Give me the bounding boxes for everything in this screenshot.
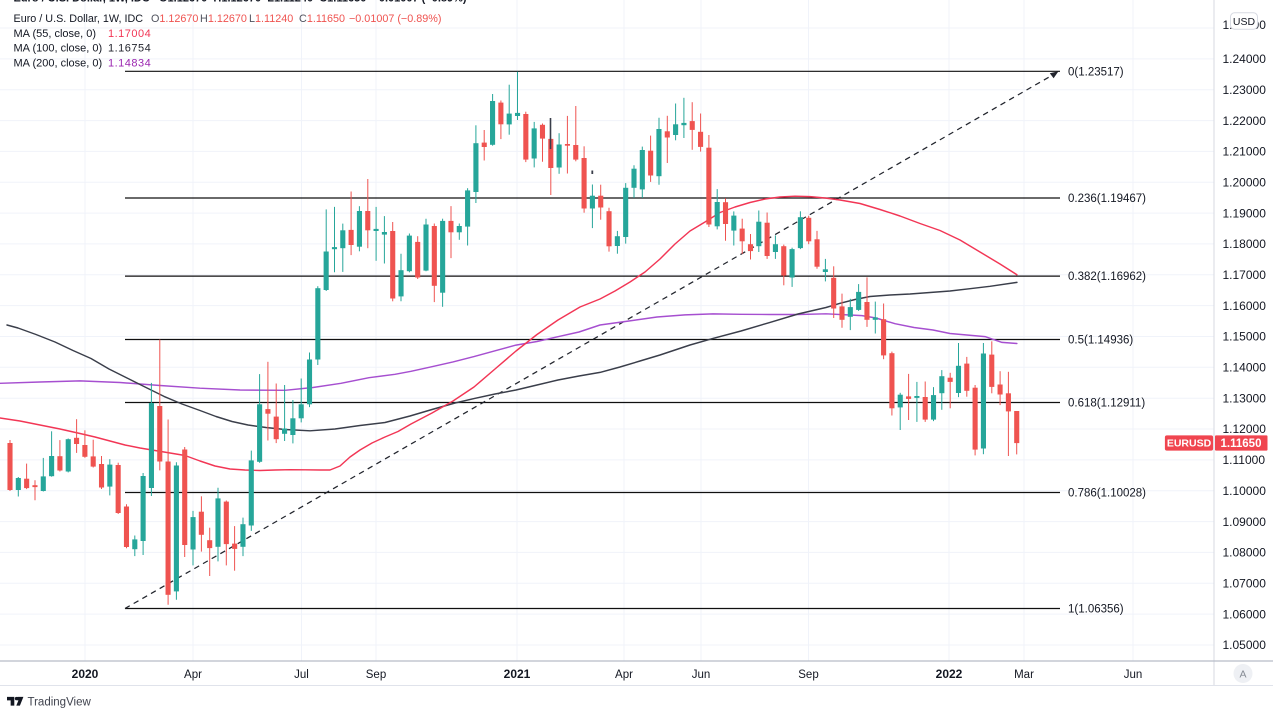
svg-text:MA (200, close, 0)1.14834: MA (200, close, 0) 1.14834: [14, 58, 152, 70]
svg-text:1.13000: 1.13000: [1223, 391, 1267, 405]
svg-text:2022: 2022: [936, 667, 963, 681]
svg-text:1.11650: 1.11650: [1221, 438, 1262, 450]
svg-text:1.22000: 1.22000: [1223, 114, 1267, 128]
svg-text:TradingView: TradingView: [28, 697, 92, 709]
svg-text:1.20000: 1.20000: [1223, 176, 1267, 190]
svg-text:0.618(1.12911): 0.618(1.12911): [1068, 398, 1145, 410]
svg-text:1.07000: 1.07000: [1223, 577, 1267, 591]
svg-text:Jul: Jul: [294, 669, 309, 681]
svg-text:0(1.23517): 0(1.23517): [1068, 66, 1124, 78]
svg-text:MA (100, close, 0)1.16754: MA (100, close, 0) 1.16754: [14, 43, 152, 55]
svg-text:0.786(1.10028): 0.786(1.10028): [1068, 488, 1146, 500]
svg-text:MA (55, close, 0)1.17004: MA (55, close, 0) 1.17004: [14, 28, 152, 40]
svg-text:1.09000: 1.09000: [1223, 515, 1267, 529]
svg-text:1.12000: 1.12000: [1223, 422, 1267, 436]
svg-text:0.5(1.14936): 0.5(1.14936): [1068, 335, 1133, 347]
svg-text:1.15000: 1.15000: [1223, 330, 1267, 344]
svg-text:EURUSD: EURUSD: [1167, 438, 1212, 450]
svg-text:1.16000: 1.16000: [1223, 299, 1267, 313]
svg-text:1.11000: 1.11000: [1223, 453, 1266, 467]
svg-text:1.10000: 1.10000: [1223, 484, 1267, 498]
svg-text:Apr: Apr: [615, 669, 633, 681]
svg-text:0.382(1.16962): 0.382(1.16962): [1068, 271, 1146, 283]
svg-text:1.17000: 1.17000: [1223, 268, 1267, 282]
svg-text:Euro / U.S. Dollar, 1W, IDC: Euro / U.S. Dollar, 1W, IDC O1.12670 H1.…: [14, 0, 467, 5]
svg-text:0.236(1.19467): 0.236(1.19467): [1068, 193, 1146, 205]
svg-text:1.23000: 1.23000: [1223, 83, 1267, 97]
svg-text:1.21000: 1.21000: [1223, 145, 1267, 159]
svg-text:A: A: [1239, 669, 1246, 681]
svg-text:1.18000: 1.18000: [1223, 237, 1267, 251]
svg-text:1.24000: 1.24000: [1223, 52, 1267, 66]
svg-text:1.14000: 1.14000: [1223, 361, 1267, 375]
svg-text:Mar: Mar: [1014, 669, 1034, 681]
svg-text:Sep: Sep: [798, 669, 818, 681]
svg-text:1.05000: 1.05000: [1223, 638, 1267, 652]
svg-text:USD: USD: [1233, 16, 1256, 28]
svg-text:Apr: Apr: [184, 669, 202, 681]
svg-text:Jun: Jun: [692, 669, 711, 681]
svg-text:1.19000: 1.19000: [1223, 206, 1267, 220]
svg-text:2021: 2021: [504, 667, 531, 681]
svg-text:1.08000: 1.08000: [1223, 546, 1267, 560]
svg-text:Sep: Sep: [366, 669, 386, 681]
svg-text:1.06000: 1.06000: [1223, 607, 1267, 621]
svg-text:Jun: Jun: [1124, 669, 1143, 681]
svg-text:1(1.06356): 1(1.06356): [1068, 604, 1124, 616]
svg-text:2020: 2020: [72, 667, 99, 681]
